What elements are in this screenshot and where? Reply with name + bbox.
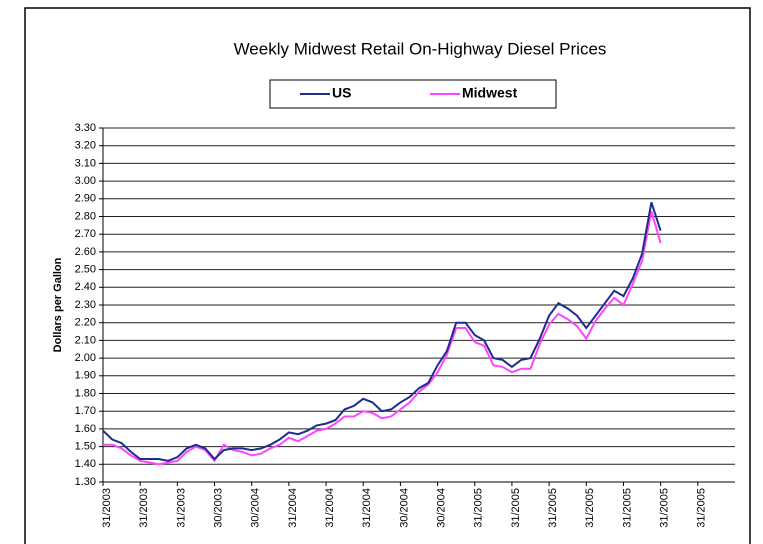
y-tick-label: 3.30 [75, 122, 96, 134]
y-axis-label: Dollars per Gallon [52, 257, 64, 352]
x-tick-label: 31/2005 [621, 488, 633, 528]
y-tick-label: 2.20 [75, 317, 96, 329]
x-tick-label: 31/2005 [584, 488, 596, 528]
y-tick-label: 2.70 [75, 228, 96, 240]
x-tick-label: 31/2005 [473, 488, 485, 528]
line-series [102, 201, 662, 462]
line-series [103, 210, 662, 466]
chart-title: Weekly Midwest Retail On-Highway Diesel … [234, 39, 607, 58]
legend-label: Midwest [462, 85, 518, 101]
y-tick-label: 2.80 [75, 210, 96, 222]
x-tick-label: 31/2004 [287, 488, 299, 528]
legend-box [269, 79, 557, 109]
x-tick-label: 30/2003 [212, 488, 224, 528]
legend-label: US [332, 85, 351, 101]
y-tick-label: 3.10 [75, 157, 96, 169]
x-tick-label: 31/2003 [101, 488, 113, 528]
y-tick-label: 2.30 [75, 299, 96, 311]
y-tick-label: 2.10 [75, 334, 96, 346]
x-tick-label: 31/2004 [361, 488, 373, 528]
y-tick-label: 3.20 [75, 140, 96, 152]
y-tick-label: 1.30 [75, 476, 96, 488]
y-tick-label: 1.90 [75, 370, 96, 382]
y-tick-label: 1.70 [75, 405, 96, 417]
x-tick-label: 31/2004 [324, 488, 336, 528]
y-tick-label: 1.60 [75, 423, 96, 435]
x-tick-label: 31/2005 [547, 488, 559, 528]
x-tick-label: 31/2005 [510, 488, 522, 528]
y-tick-label: 3.00 [75, 175, 96, 187]
x-tick-label: 30/2004 [250, 488, 262, 528]
y-tick-label: 2.00 [75, 352, 96, 364]
x-tick-label: 31/2003 [175, 488, 187, 528]
x-tick-label: 31/2005 [696, 488, 708, 528]
frame [24, 7, 751, 544]
y-tick-label: 2.50 [75, 264, 96, 276]
x-tick-label: 30/2004 [398, 488, 410, 528]
y-tick-label: 2.90 [75, 193, 96, 205]
y-tick-label: 2.60 [75, 246, 96, 258]
y-tick-label: 1.50 [75, 441, 96, 453]
y-tick-label: 1.80 [75, 387, 96, 399]
x-tick-label: 30/2004 [435, 488, 447, 528]
x-tick-label: 31/2003 [138, 488, 150, 528]
y-tick-label: 1.40 [75, 458, 96, 470]
y-tick-label: 2.40 [75, 281, 96, 293]
x-tick-label: 31/2005 [659, 488, 671, 528]
